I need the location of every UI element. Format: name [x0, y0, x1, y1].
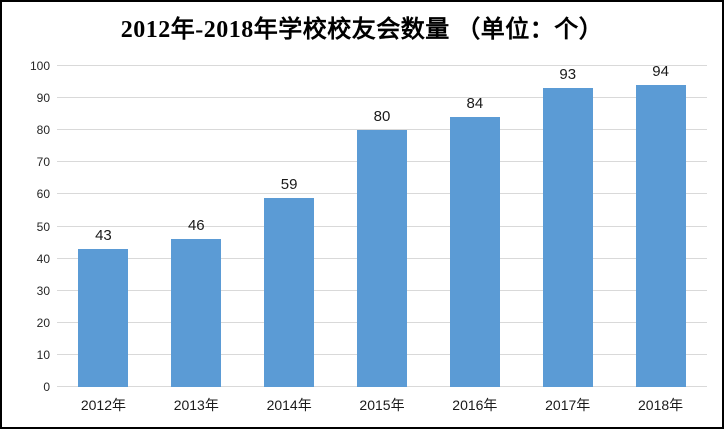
plot-area: 43 46 59 80 84 93 94 [57, 63, 707, 387]
y-axis-tick-label: 50 [36, 219, 50, 234]
x-axis-category-label: 2017年 [545, 397, 591, 413]
y-axis-tick-label: 100 [29, 59, 50, 73]
x-axis-category-label: 2018年 [638, 397, 684, 413]
bar-value-label: 46 [187, 217, 205, 235]
y-axis-tick-label: 80 [36, 123, 50, 138]
bar-value-label: 80 [373, 108, 391, 126]
bar-slot: 94 [614, 63, 707, 387]
bar [78, 248, 129, 387]
bar-slot: 93 [521, 66, 614, 387]
bar [449, 117, 500, 387]
y-axis-tick-label: 60 [36, 187, 50, 202]
x-axis-category-label: 2015年 [359, 397, 405, 413]
x-axis-category-label: 2014年 [266, 397, 312, 413]
bar-value-label: 93 [559, 66, 577, 84]
bar-slot: 43 [57, 66, 150, 387]
chart-title: 2012年-2018年学校校友会数量 （单位：个） [120, 17, 604, 43]
y-axis-tick-label: 90 [36, 91, 50, 106]
x-axis-category-label: 2013年 [173, 397, 219, 413]
bar [171, 239, 222, 387]
bar-slot: 59 [243, 66, 336, 387]
gridline [57, 129, 707, 131]
bar [542, 88, 593, 387]
bar [635, 85, 686, 387]
y-axis-tick-label: 0 [43, 380, 50, 394]
y-axis-tick-label: 70 [36, 155, 50, 170]
bars-container: 43 46 59 80 84 93 94 [57, 63, 707, 387]
x-axis-category-label: 2016年 [452, 397, 498, 413]
gridline [57, 65, 707, 66]
bar-value-label: 59 [280, 175, 298, 193]
x-axis-category-label: 2012年 [80, 397, 126, 413]
y-axis-tick-label: 20 [36, 315, 50, 330]
gridline [57, 97, 707, 99]
bar-value-label: 84 [466, 95, 484, 113]
y-axis-tick-label: 30 [36, 283, 50, 298]
bar-value-label: 94 [652, 63, 669, 81]
bar [357, 130, 407, 387]
bar-slot: 84 [428, 66, 521, 387]
y-axis-tick-label: 10 [36, 347, 50, 362]
bar-slot: 80 [336, 66, 429, 387]
bar [264, 197, 315, 387]
y-axis-tick-label: 40 [36, 251, 50, 266]
bar-slot: 46 [150, 66, 243, 387]
x-axis-labels: 2012年 2013年 2014年 2015年 2016年 2017年 2018年 [57, 395, 707, 415]
bar-value-label: 43 [95, 226, 112, 244]
